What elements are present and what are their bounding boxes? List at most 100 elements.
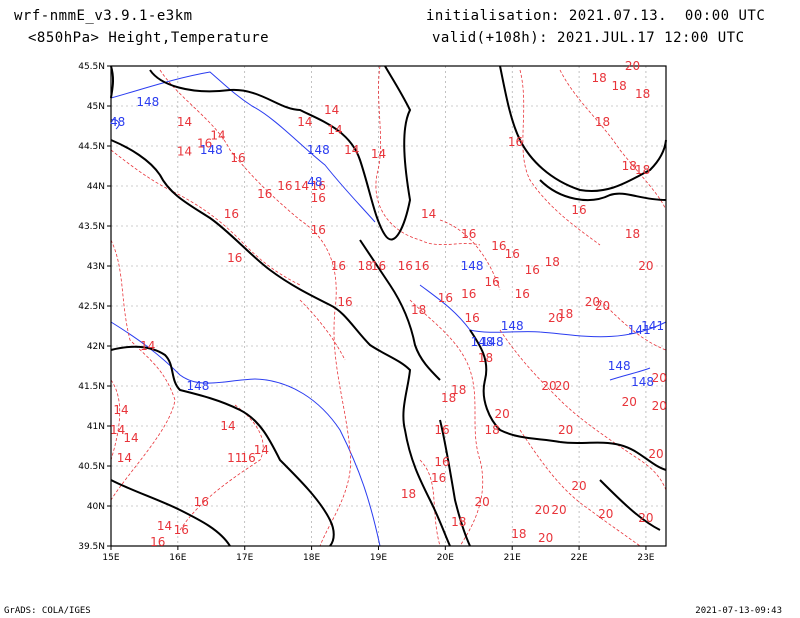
temp-contour-15 [439,219,501,291]
lon-label: 20E [437,553,454,563]
temp-contour-3 [110,239,176,501]
temperature-contour-label: 16 [174,523,189,537]
lat-label: 45.5N [78,62,105,72]
bosnia-border [149,65,412,241]
temp-contour-8 [409,299,484,547]
greece-west [599,479,661,531]
height-contours [110,71,667,547]
lat-label: 41N [87,422,105,432]
lon-label: 16E [169,553,186,563]
temperature-contour-label: 18 [511,527,526,541]
temperature-contour-label: 14 [371,147,386,161]
temperature-contour-label: 14 [294,179,309,193]
temperature-contour-label: 16 [240,451,255,465]
serbia-montenegro-border [359,239,441,381]
temperature-contour-label: 18 [451,515,466,529]
temperature-contour-label: 16 [257,187,272,201]
temp-contour-10 [519,429,641,547]
adriatic-east-coast [110,139,451,547]
height-contour-label: 48 [110,115,125,129]
lat-lon-grid [111,66,666,546]
temperature-contour-label: 16 [431,471,446,485]
temperature-contour-label: 20 [638,259,653,273]
temperature-contour-label: 16 [227,251,242,265]
temperature-contour-label: 20 [595,299,610,313]
temperature-contour-label: 14 [421,207,436,221]
temperature-contour-label: 14 [327,123,342,137]
temperature-contour-label: 20 [648,447,663,461]
temp-contour-5 [375,65,481,246]
temperature-contour-label: 16 [434,455,449,469]
temperature-contour-label: 16 [438,291,453,305]
temp-contour-2 [110,149,301,286]
temperature-contour-label: 16 [461,287,476,301]
lon-label: 21E [504,553,521,563]
initialisation-time: initialisation: 2021.07.13. 00:00 UTC [426,8,766,24]
temperature-contour-label: 18 [591,71,606,85]
axis-ticks: 45.5N 45N 44.5N 44N 43.5N 43N 42.5N 42N 41.5N 41N… [78,62,655,563]
temperature-contour-label: 16 [311,179,326,193]
temperature-contour-label: 14 [344,143,359,157]
temperature-contour-label: 14 [324,103,339,117]
temperature-contour-label: 16 [491,239,506,253]
temperature-contour-label: 18 [357,259,372,273]
lon-label: 15E [102,553,119,563]
height-contour-148-south [110,321,381,547]
temperature-contour-label: 14 [117,451,132,465]
lat-label: 40.5N [78,462,105,472]
temperature-contour-label: 16 [197,137,212,151]
temperature-contour-label: 20 [571,479,586,493]
lat-label: 44N [87,182,105,192]
lat-label: 44.5N [78,142,105,152]
temp-contour-9 [499,329,667,491]
temperature-contour-label: 16 [150,535,165,549]
lat-label: 43.5N [78,222,105,232]
lon-label: 23E [637,553,654,563]
temperature-contour-label: 20 [558,423,573,437]
temp-contour-11 [599,299,667,351]
temperature-contour-label: 14 [297,115,312,129]
temperature-contour-label: 14 [113,403,128,417]
lat-label: 43N [87,262,105,272]
temp-contour-14 [299,299,346,361]
footer-grads-credit: GrADS: COLA/IGES [4,606,91,616]
temperature-contour-label: 18 [595,115,610,129]
temperature-contour-label: 20 [535,503,550,517]
temperature-contour-label: 16 [230,151,245,165]
temperature-contour-label: 18 [635,87,650,101]
temperature-contour-label: 20 [585,295,600,309]
temperature-contour-label: 14 [157,519,172,533]
height-contour-label: 148 [461,259,484,273]
temperature-contour-label: 20 [652,371,667,385]
temperature-contour-label: 20 [625,59,640,73]
temperature-contour-label: 20 [548,311,563,325]
temperature-contour-label: 16 [485,275,500,289]
temperature-contour-label: 14 [140,339,155,353]
temperature-contour-label: 16 [508,135,523,149]
height-contour-148-se [609,367,651,381]
height-contour-148-island [110,119,120,130]
lon-label: 19E [370,553,387,563]
temperature-contour-label: 18 [411,303,426,317]
temperature-contour-label: 16 [414,259,429,273]
height-contour-label: 148 [471,335,494,349]
temperature-contours [110,65,667,547]
temperature-contour-label: 20 [541,379,556,393]
temperature-contour-label: 18 [558,307,573,321]
height-contour-label: 141 [628,323,651,337]
lon-label: 18E [303,553,320,563]
temperature-contour-label: 18 [485,423,500,437]
temperature-contour-label: 20 [538,531,553,545]
temp-contour-6 [519,69,601,246]
temperature-contour-label: 18 [401,487,416,501]
temperature-contour-label: 11 [227,451,242,465]
coastlines [110,65,667,547]
temp-contour-4 [179,404,264,531]
height-contour-148-east [419,284,667,338]
italy-coast-gargano [110,345,335,547]
temperature-contour-label: 20 [598,507,613,521]
temperature-contour-label: 16 [337,295,352,309]
height-contour-148-north [110,71,376,223]
temperature-contour-label: 16 [525,263,540,277]
